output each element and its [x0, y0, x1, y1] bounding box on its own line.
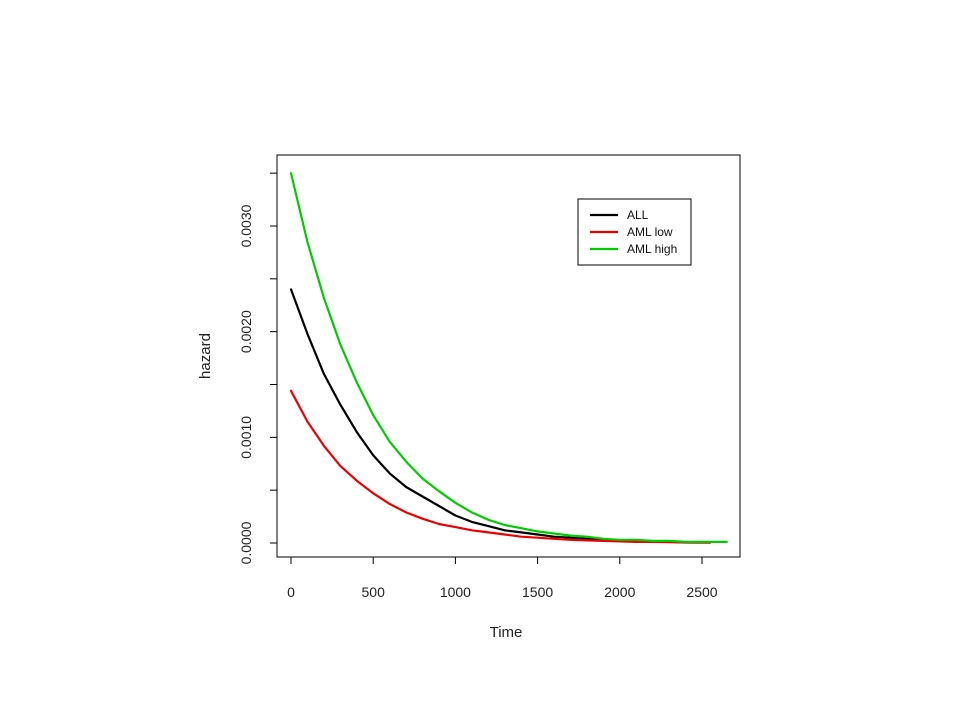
x-tick-label: 2000	[604, 584, 635, 600]
x-tick-label: 2500	[686, 584, 717, 600]
legend-label: AML low	[627, 225, 673, 239]
series-line-aml-high	[289, 172, 728, 544]
y-tick-label: 0.0010	[238, 416, 254, 459]
y-axis: 0.0000 0.0010 0.0020 0.0030	[238, 172, 277, 564]
series-line-aml-low	[289, 389, 712, 544]
series-layer	[289, 172, 728, 544]
legend-label: ALL	[627, 208, 649, 222]
y-tick-label: 0.0000	[238, 521, 254, 564]
plot-frame	[276, 154, 741, 558]
y-tick-label: 0.0030	[238, 204, 254, 247]
x-tick-label: 1000	[440, 584, 471, 600]
x-axis-title: Time	[490, 624, 523, 641]
legend: ALL AML low AML high	[577, 198, 692, 266]
legend-label: AML high	[627, 242, 677, 256]
x-tick-label: 0	[287, 584, 295, 600]
series-line-all	[289, 288, 712, 544]
y-axis-title: hazard	[197, 333, 214, 379]
x-axis: 0 500 1000 1500 2000 2500	[287, 557, 718, 600]
x-tick-label: 1500	[522, 584, 553, 600]
y-tick-label: 0.0020	[238, 310, 254, 353]
x-tick-label: 500	[362, 584, 386, 600]
